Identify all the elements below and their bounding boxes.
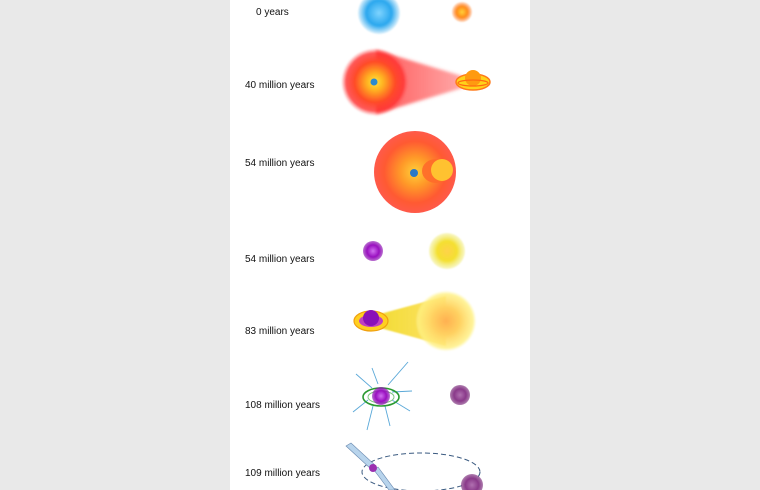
orange-accretor-star xyxy=(465,70,481,86)
blue-star xyxy=(358,0,400,34)
purple-accretor-star xyxy=(363,310,379,326)
companion-star xyxy=(431,159,453,181)
stage-1-mass-transfer xyxy=(341,48,491,116)
stage-label-2: 54 million years xyxy=(245,158,315,169)
pulsar-beam xyxy=(373,466,396,490)
dim-purple-star xyxy=(450,385,470,405)
stage-5-supernova xyxy=(352,361,470,431)
blue-core xyxy=(370,78,378,86)
stage-4-mass-transfer xyxy=(353,291,476,351)
blue-core xyxy=(410,169,418,177)
stage-label-0: 0 years xyxy=(256,7,289,18)
dim-purple-star xyxy=(461,474,483,490)
stage-label-4: 83 million years xyxy=(245,326,315,337)
orbit-path xyxy=(361,452,481,490)
orange-star xyxy=(452,2,472,22)
stage-label-6: 109 million years xyxy=(245,468,321,479)
purple-star xyxy=(372,387,390,405)
stage-label-1: 40 million years xyxy=(245,80,315,91)
stage-6-pulsar-orbit xyxy=(345,442,483,490)
purple-star xyxy=(363,241,383,261)
stage-label-3: 54 million years xyxy=(245,254,315,265)
stage-label-5: 108 million years xyxy=(245,400,321,411)
pulsar-star xyxy=(369,464,377,472)
stage-0-binary xyxy=(358,0,472,34)
stage-2-common-envelope xyxy=(374,131,456,213)
stage-3-binary xyxy=(363,233,465,269)
yellow-star xyxy=(429,233,465,269)
yellow-giant-star xyxy=(416,291,476,351)
